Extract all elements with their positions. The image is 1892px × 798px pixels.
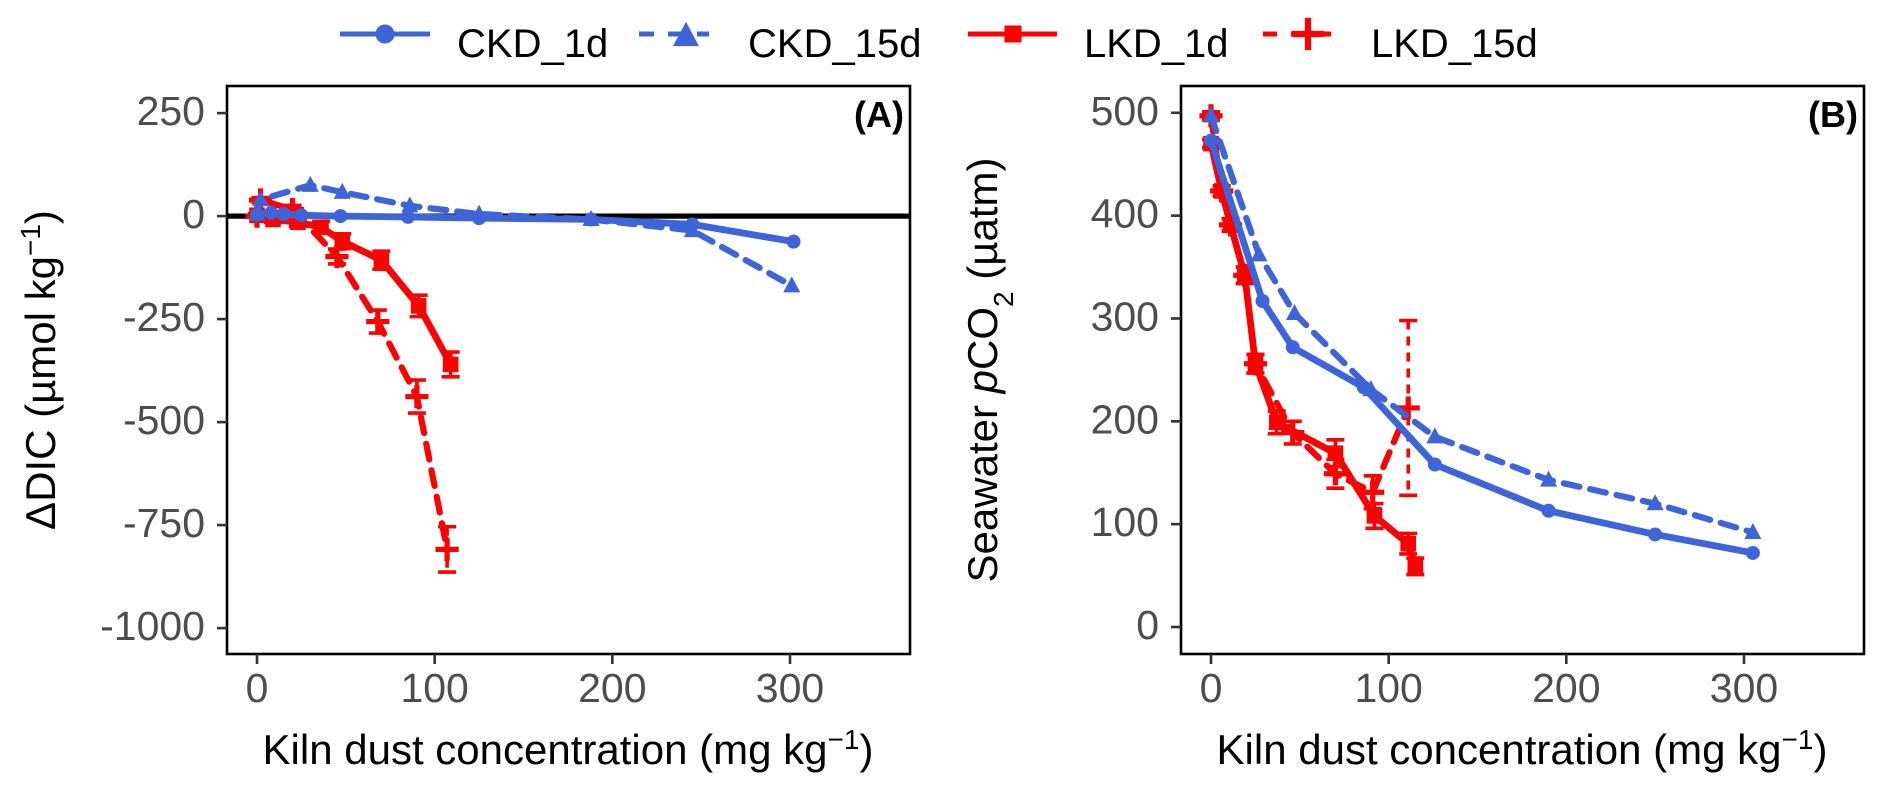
svg-text:CKD_1d: CKD_1d: [457, 22, 608, 66]
svg-text:100: 100: [400, 665, 468, 711]
svg-text:300: 300: [1091, 293, 1159, 339]
svg-text:(A): (A): [854, 94, 904, 135]
svg-text:Kiln dust concentration (mg kg: Kiln dust concentration (mg kg−1): [1217, 724, 1828, 774]
svg-text:200: 200: [578, 665, 646, 711]
svg-text:CKD_15d: CKD_15d: [748, 22, 921, 66]
svg-text:ΔDIC (µmol kg−1): ΔDIC (µmol kg−1): [15, 210, 65, 530]
svg-text:200: 200: [1532, 665, 1600, 711]
svg-text:-250: -250: [123, 294, 205, 340]
svg-text:0: 0: [1200, 665, 1223, 711]
svg-text:0: 0: [246, 665, 269, 711]
svg-text:200: 200: [1091, 396, 1159, 442]
svg-text:250: 250: [137, 88, 205, 134]
svg-text:400: 400: [1091, 191, 1159, 237]
svg-text:0: 0: [1136, 602, 1159, 648]
svg-text:-500: -500: [123, 397, 205, 443]
svg-text:-750: -750: [123, 500, 205, 546]
svg-text:(B): (B): [1808, 94, 1858, 135]
svg-text:100: 100: [1354, 665, 1422, 711]
svg-text:LKD_1d: LKD_1d: [1084, 22, 1229, 66]
svg-text:-1000: -1000: [100, 603, 205, 649]
svg-text:500: 500: [1091, 88, 1159, 134]
svg-text:Kiln dust concentration (mg kg: Kiln dust concentration (mg kg−1): [263, 724, 874, 774]
svg-text:300: 300: [1710, 665, 1778, 711]
svg-text:300: 300: [756, 665, 824, 711]
svg-text:100: 100: [1091, 499, 1159, 545]
svg-text:LKD_15d: LKD_15d: [1371, 22, 1538, 66]
svg-text:0: 0: [182, 191, 205, 237]
